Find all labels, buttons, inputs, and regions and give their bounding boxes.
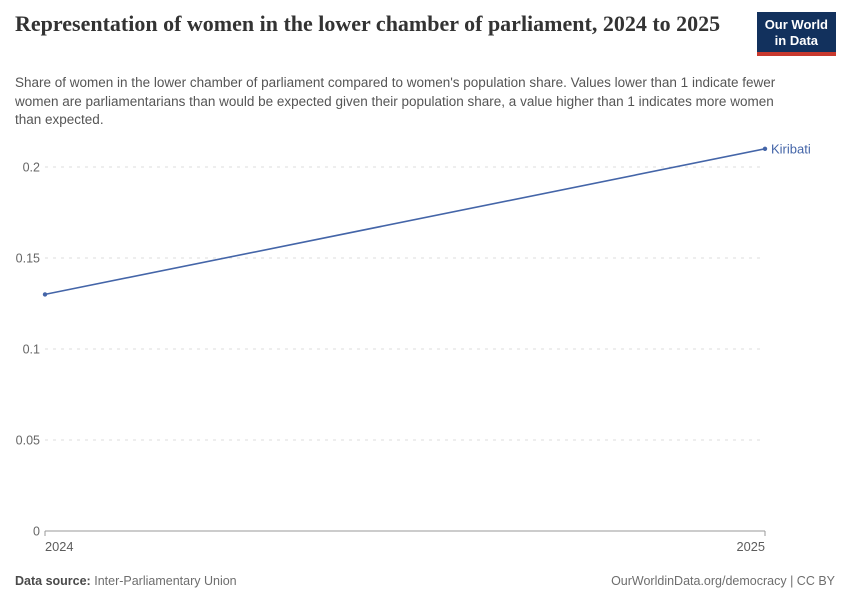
logo-text-line2: in Data	[774, 32, 819, 48]
y-tick-label: 0.05	[16, 434, 40, 448]
owid-logo[interactable]: Our World in Data	[756, 12, 836, 56]
y-tick-label: 0.15	[16, 252, 40, 266]
source-label: Data source:	[15, 574, 91, 588]
page-title: Representation of women in the lower cha…	[15, 11, 721, 36]
data-point[interactable]	[762, 146, 768, 151]
source-value[interactable]: Inter-Parliamentary Union	[94, 574, 237, 588]
footer-source: Data source: Inter-Parliamentary Union	[15, 574, 237, 588]
x-tick-label: 2025	[737, 539, 765, 554]
footer-attribution[interactable]: OurWorldinData.org/democracy | CC BY	[611, 574, 835, 588]
y-tick-label: 0.1	[23, 343, 40, 357]
series-line[interactable]	[44, 148, 766, 296]
x-tick-label: 2024	[45, 539, 73, 554]
entity-label[interactable]: Kiribati	[771, 141, 811, 156]
logo-text-line1: Our World	[764, 17, 828, 32]
y-tick-label: 0.2	[23, 161, 40, 175]
chart-subtitle: Share of women in the lower chamber of p…	[15, 75, 776, 128]
chart-footer: Data source: Inter-Parliamentary Union O…	[15, 574, 835, 588]
y-tick-label: 0	[33, 525, 40, 539]
data-point[interactable]	[42, 292, 48, 297]
